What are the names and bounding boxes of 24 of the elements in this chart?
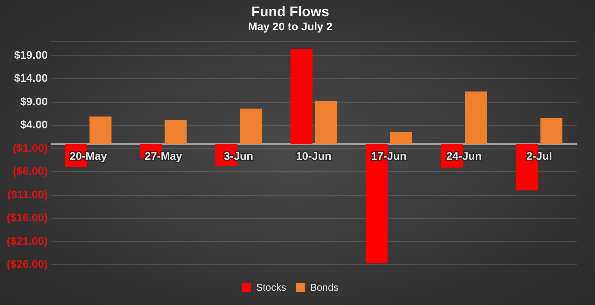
chart-title: Fund Flows: [252, 3, 330, 20]
y-tick-label: $19.00: [14, 50, 48, 62]
bar: [90, 116, 112, 144]
x-tick-label: 27-May: [145, 151, 184, 164]
y-tick-label: ($21.00): [6, 236, 48, 248]
bar: [290, 48, 313, 144]
y-tick-label: ($6.00): [13, 166, 48, 178]
bar: [466, 92, 488, 144]
legend-label: Stocks: [256, 282, 286, 294]
bar: [240, 108, 262, 144]
y-tick-label: ($26.00): [6, 259, 48, 272]
y-tick-label: $9.00: [20, 96, 48, 108]
y-tick-label: $4.00: [20, 120, 48, 132]
y-tick-label: ($1.00): [13, 142, 48, 155]
bar: [315, 101, 338, 144]
legend-label: Bonds: [310, 282, 339, 294]
bar: [164, 120, 187, 144]
x-tick-label: 10-Jun: [296, 151, 332, 164]
bar: [540, 118, 563, 144]
chart-subtitle: May 20 to July 2: [248, 21, 333, 34]
y-tick-label: $14.00: [14, 73, 48, 86]
y-tick-label: ($11.00): [8, 189, 48, 202]
y-tick-label: ($16.00): [6, 212, 48, 225]
bar: [390, 132, 412, 144]
